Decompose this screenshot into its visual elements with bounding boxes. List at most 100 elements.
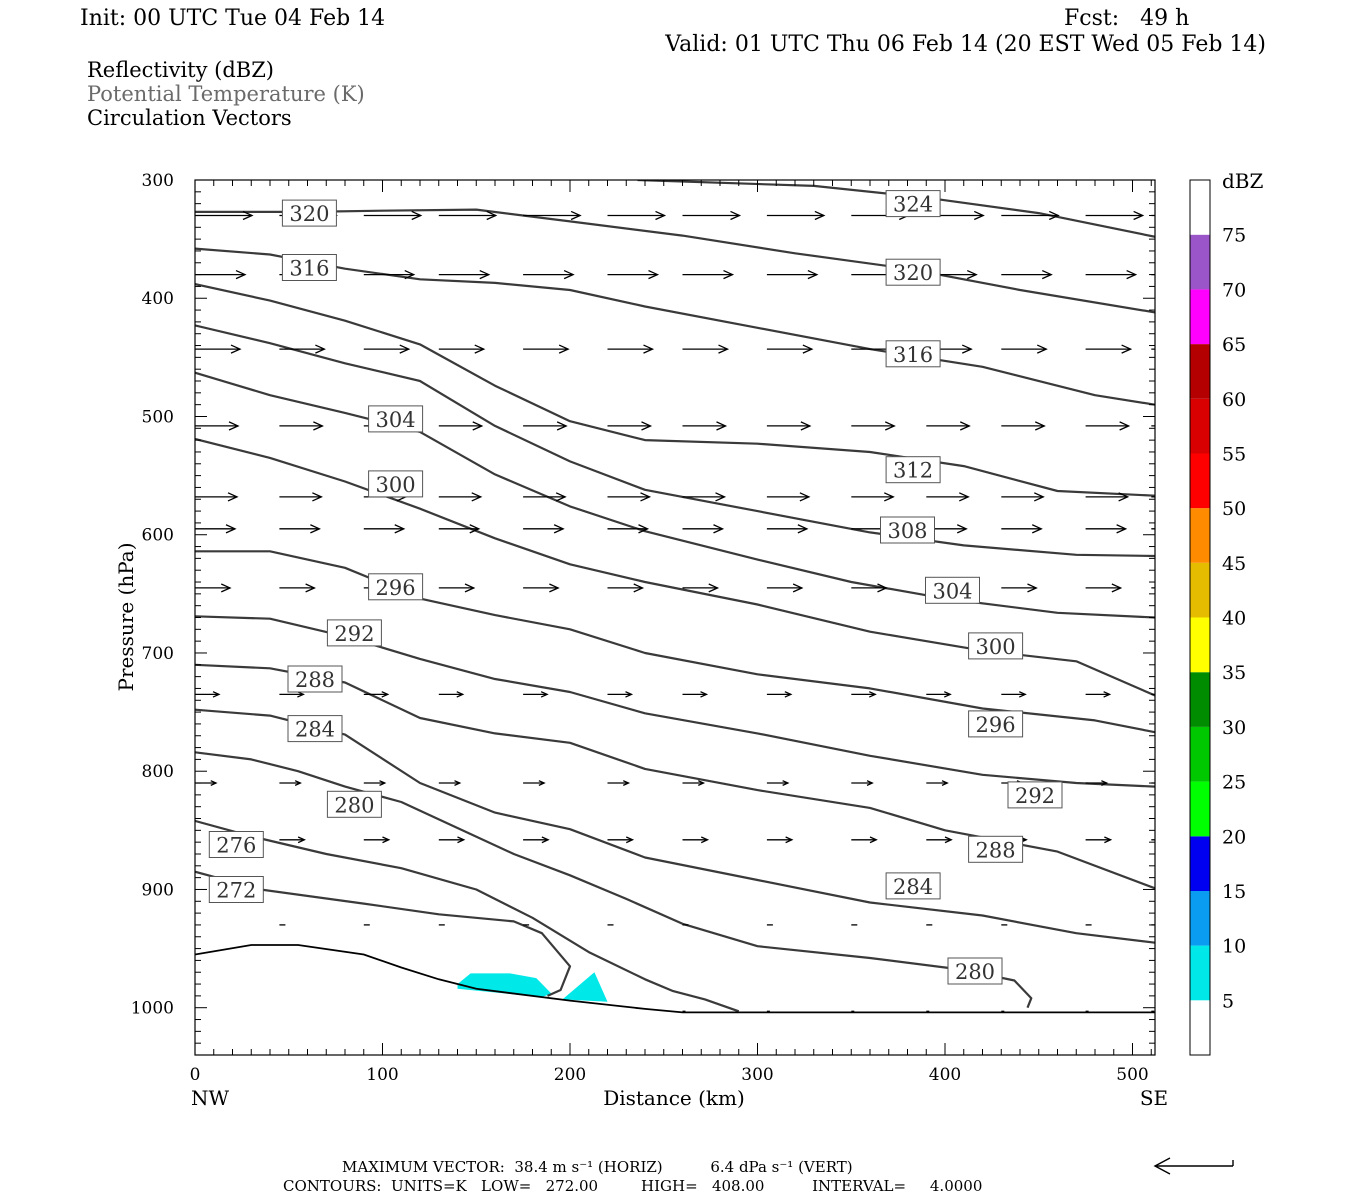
circulation-vector bbox=[682, 344, 730, 354]
vector-head bbox=[785, 836, 794, 844]
colorbar-bin bbox=[1190, 890, 1210, 946]
vector-head bbox=[538, 780, 546, 786]
contour-label-box bbox=[885, 456, 941, 484]
contour-label-text: 300 bbox=[976, 635, 1016, 659]
contour-label-box bbox=[925, 576, 980, 604]
circulation-vector bbox=[279, 836, 306, 844]
contour-label-304: 304 bbox=[368, 405, 424, 433]
contour-label-box bbox=[885, 872, 941, 900]
vector-head bbox=[411, 210, 423, 221]
circulation-vector bbox=[682, 269, 735, 280]
vector-head bbox=[723, 269, 735, 280]
vector-head bbox=[713, 524, 725, 534]
circulation-vector bbox=[766, 421, 812, 431]
vector-head bbox=[1104, 836, 1113, 844]
circulation-vector bbox=[766, 780, 790, 786]
vector-head bbox=[655, 210, 667, 221]
circulation-vector bbox=[363, 269, 416, 280]
vector-head bbox=[943, 691, 952, 698]
circulation-vector bbox=[279, 344, 326, 354]
vector-head bbox=[382, 836, 391, 844]
circulation-vector bbox=[438, 492, 483, 502]
circulation-vector bbox=[851, 780, 874, 786]
vector-head bbox=[883, 492, 895, 502]
circulation-vector bbox=[523, 836, 550, 844]
vector-head bbox=[638, 524, 650, 534]
vector-head bbox=[1033, 492, 1045, 502]
circulation-vector bbox=[682, 210, 742, 221]
circulation-vector bbox=[1085, 421, 1131, 431]
isentrope-276 bbox=[195, 819, 740, 1013]
vector-head bbox=[1027, 583, 1038, 593]
circulation-vector bbox=[1085, 210, 1145, 221]
vector-head bbox=[730, 210, 742, 221]
circulation-vector bbox=[279, 492, 323, 502]
vector-head bbox=[1036, 344, 1048, 354]
vector-head bbox=[212, 691, 221, 698]
circulation-vector bbox=[682, 492, 727, 502]
contour-label-320: 320 bbox=[281, 199, 337, 227]
vector-head bbox=[708, 583, 720, 593]
circulation-vector bbox=[438, 269, 491, 280]
y-tick-label: 300 bbox=[142, 171, 174, 191]
circulation-vector bbox=[766, 344, 814, 354]
vector-head bbox=[220, 583, 232, 593]
circulation-vector bbox=[363, 344, 411, 354]
vector-head bbox=[643, 344, 655, 354]
circulation-vector bbox=[682, 583, 720, 593]
circulation-vector bbox=[1085, 583, 1123, 593]
contour-label-text: 312 bbox=[893, 459, 933, 483]
colorbar-title: dBZ bbox=[1222, 169, 1264, 193]
circulation-vector bbox=[523, 269, 575, 280]
vector-head bbox=[784, 691, 793, 698]
vector-head bbox=[556, 421, 568, 431]
circulation-vector bbox=[851, 421, 896, 431]
colorbar-tick-label: 50 bbox=[1222, 498, 1246, 520]
vector-head bbox=[958, 492, 970, 502]
contour-label-300: 300 bbox=[368, 470, 424, 498]
circulation-vector bbox=[607, 780, 631, 786]
vector-head bbox=[782, 780, 790, 786]
circulation-vector bbox=[279, 780, 302, 786]
circulation-vector bbox=[926, 836, 953, 844]
vector-head bbox=[399, 344, 411, 354]
contour-label-box bbox=[368, 470, 424, 498]
contour-label-text: 280 bbox=[334, 793, 374, 817]
contour-label-box bbox=[880, 516, 935, 544]
vector-head bbox=[625, 691, 634, 698]
colorbar-tick-label: 10 bbox=[1222, 936, 1246, 958]
vector-head bbox=[1178, 584, 1187, 592]
circulation-vector bbox=[279, 691, 305, 698]
circulation-vector bbox=[766, 524, 809, 534]
x-left-end-label: NW bbox=[191, 1086, 230, 1110]
circulation-vector bbox=[1001, 583, 1038, 593]
circulation-vector bbox=[523, 583, 560, 593]
contour-label-box bbox=[968, 632, 1024, 660]
colorbar-tick-label: 35 bbox=[1222, 662, 1246, 684]
contour-label-box bbox=[368, 405, 424, 433]
circulation-vector bbox=[363, 210, 423, 221]
vector-head bbox=[869, 836, 878, 844]
vector-head bbox=[312, 492, 323, 502]
isentrope-316 bbox=[195, 247, 1155, 406]
init-time: Init: 00 UTC Tue 04 Feb 14 bbox=[80, 6, 385, 31]
vector-head bbox=[1121, 344, 1133, 354]
vector-head bbox=[235, 269, 247, 280]
x-tick-label: 500 bbox=[1116, 1065, 1148, 1085]
circulation-vector bbox=[195, 691, 221, 698]
circulation-vector bbox=[1001, 344, 1048, 354]
contour-label-text: 280 bbox=[955, 960, 995, 984]
contour-label-box bbox=[885, 340, 941, 368]
reference-vector-arrow bbox=[1153, 1157, 1234, 1175]
vector-head bbox=[1048, 210, 1060, 221]
vector-head bbox=[313, 421, 324, 431]
vector-head bbox=[799, 492, 811, 502]
colorbar-tick-label: 25 bbox=[1222, 772, 1246, 794]
circulation-vector bbox=[195, 210, 254, 221]
vector-head bbox=[456, 691, 465, 698]
isentrope-contours bbox=[195, 180, 1155, 1013]
colorbar-bin bbox=[1190, 726, 1210, 782]
circulation-vector bbox=[682, 691, 709, 698]
vector-head bbox=[563, 269, 575, 280]
vector-head bbox=[227, 492, 239, 502]
